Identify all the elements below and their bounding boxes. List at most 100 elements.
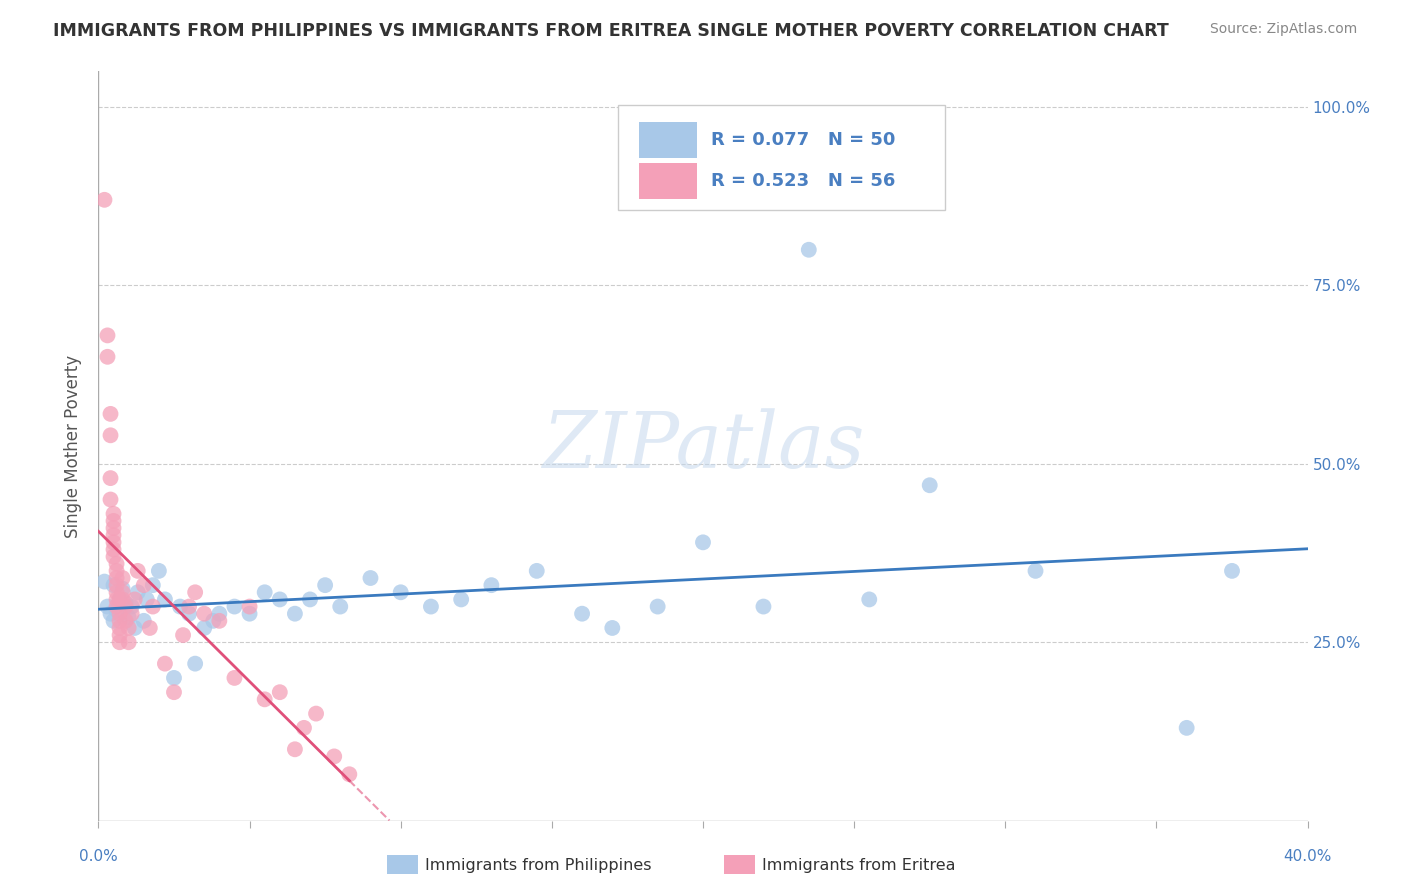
Text: 40.0%: 40.0% [1284,849,1331,864]
Point [124,621,146,635]
Point [142,599,165,614]
Bar [638,162,697,199]
Point [103,614,125,628]
Point [526,564,548,578]
Point [114,599,136,614]
Point [108,614,131,628]
Point [337,767,360,781]
Point [108,592,131,607]
Point [269,592,291,607]
Point [169,599,191,614]
Point [100,407,122,421]
Point [1175,721,1198,735]
Point [111,585,134,599]
Point [103,507,125,521]
Point [224,671,246,685]
Point [127,585,149,599]
Point [184,657,207,671]
Point [127,564,149,578]
Bar [638,121,697,158]
Point [239,607,262,621]
Point [918,478,941,492]
Point [858,592,880,607]
Point [323,749,346,764]
Text: Immigrants from Eritrea: Immigrants from Eritrea [762,858,956,872]
Point [253,692,276,706]
Point [752,599,775,614]
Point [105,603,128,617]
Point [389,585,412,599]
Point [299,592,322,607]
Point [118,610,141,624]
Point [269,685,291,699]
Point [148,564,170,578]
Point [105,571,128,585]
Point [179,607,201,621]
Text: R = 0.523   N = 56: R = 0.523 N = 56 [711,172,896,190]
Point [124,592,146,607]
Text: ZIPatlas: ZIPatlas [541,408,865,484]
Point [100,428,122,442]
Point [93,193,115,207]
Point [163,685,186,699]
Point [692,535,714,549]
Point [118,635,141,649]
Point [1220,564,1243,578]
Point [105,564,128,578]
Point [103,521,125,535]
Text: Source: ZipAtlas.com: Source: ZipAtlas.com [1209,22,1357,37]
Point [108,635,131,649]
Point [108,607,131,621]
Point [100,492,122,507]
Point [420,599,443,614]
Point [153,592,176,607]
Point [121,599,143,614]
Point [93,574,115,589]
Point [132,614,155,628]
Point [647,599,669,614]
Point [184,585,207,599]
Text: IMMIGRANTS FROM PHILIPPINES VS IMMIGRANTS FROM ERITREA SINGLE MOTHER POVERTY COR: IMMIGRANTS FROM PHILIPPINES VS IMMIGRANT… [53,22,1170,40]
Point [193,621,215,635]
Text: R = 0.077   N = 50: R = 0.077 N = 50 [711,130,896,149]
Point [100,471,122,485]
Point [108,592,131,607]
Point [114,596,136,610]
Point [103,528,125,542]
Point [360,571,382,585]
Point [1024,564,1046,578]
Point [481,578,503,592]
Point [284,607,307,621]
Text: 0.0%: 0.0% [79,849,118,864]
Point [103,578,125,592]
Point [797,243,820,257]
Point [103,549,125,564]
Point [135,592,157,607]
Point [139,621,162,635]
Point [105,592,128,607]
Point [305,706,328,721]
Point [284,742,307,756]
Point [253,585,276,599]
Point [208,614,231,628]
Point [121,607,143,621]
Point [111,592,134,607]
Point [105,585,128,599]
Point [153,657,176,671]
Point [329,599,352,614]
Point [108,628,131,642]
Point [172,628,194,642]
Point [108,621,131,635]
Point [96,599,118,614]
Point [142,578,165,592]
Text: Immigrants from Philippines: Immigrants from Philippines [425,858,651,872]
Point [105,599,128,614]
Y-axis label: Single Mother Poverty: Single Mother Poverty [65,354,83,538]
Point [100,607,122,621]
Point [111,571,134,585]
Point [193,607,215,621]
Point [602,621,624,635]
Point [239,599,262,614]
Point [179,599,201,614]
FancyBboxPatch shape [619,105,945,210]
